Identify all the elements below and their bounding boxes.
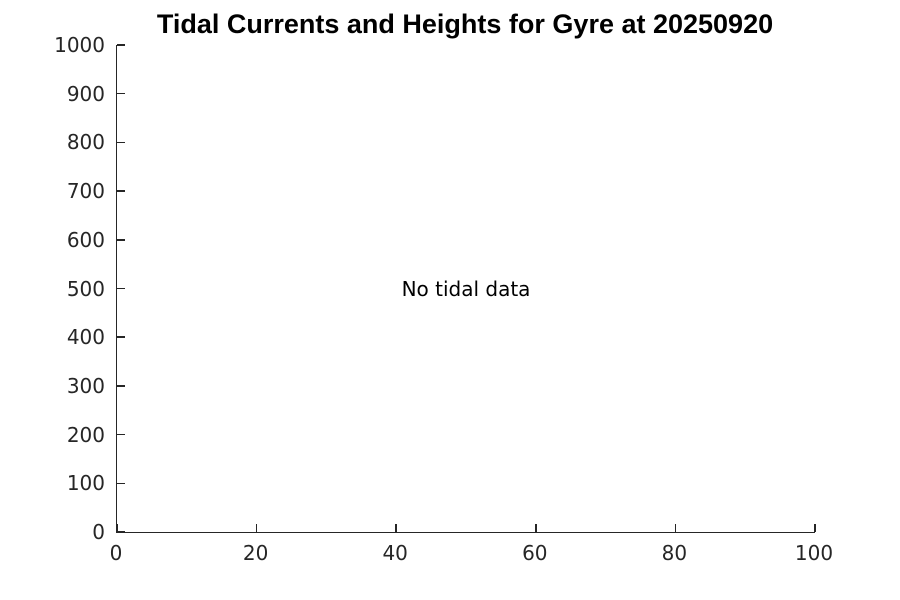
x-axis-labels: 0 20 40 60 80 100 [110, 540, 833, 570]
no-data-annotation: No tidal data [401, 276, 531, 301]
y-tick-label: 600 [66, 227, 105, 252]
x-tick [255, 524, 258, 532]
y-tick-label: 200 [66, 422, 105, 447]
y-tick [117, 239, 125, 241]
x-tick-label: 40 [382, 541, 408, 565]
y-tick [117, 44, 125, 46]
y-tick [117, 531, 125, 533]
y-tick-label: 100 [66, 471, 105, 496]
x-tick-label: 100 [794, 541, 834, 565]
y-tick [117, 385, 125, 387]
chart-title: Tidal Currents and Heights for Gyre at 2… [156, 9, 774, 39]
y-tick-label: 500 [66, 276, 105, 301]
x-tick-label: 60 [522, 541, 548, 565]
y-tick-label: 1000 [54, 33, 105, 57]
y-axis-labels: 0 100 200 300 400 500 600 700 800 900 1000 [0, 33, 105, 544]
y-tick-label: 0 [92, 520, 105, 544]
y-tick [117, 287, 125, 290]
y-tick [117, 433, 125, 436]
x-tick-label: 20 [242, 541, 269, 565]
y-tick-label: 900 [66, 81, 105, 106]
x-tick-label: 80 [661, 541, 688, 565]
y-tick-label: 300 [66, 373, 105, 398]
x-tick-label: 0 [109, 541, 123, 565]
y-tick-label: 700 [66, 179, 105, 204]
y-tick [117, 92, 125, 95]
plot-area: No tidal data [116, 44, 816, 533]
x-tick [535, 524, 537, 532]
y-tick-label: 800 [66, 130, 105, 155]
y-tick [117, 482, 125, 485]
x-tick [674, 524, 677, 532]
y-tick [117, 141, 125, 144]
y-tick [117, 190, 125, 192]
x-tick [814, 524, 816, 532]
x-tick [395, 524, 397, 532]
y-tick-label: 400 [66, 325, 105, 350]
x-tick [116, 524, 118, 532]
y-tick [117, 336, 125, 338]
